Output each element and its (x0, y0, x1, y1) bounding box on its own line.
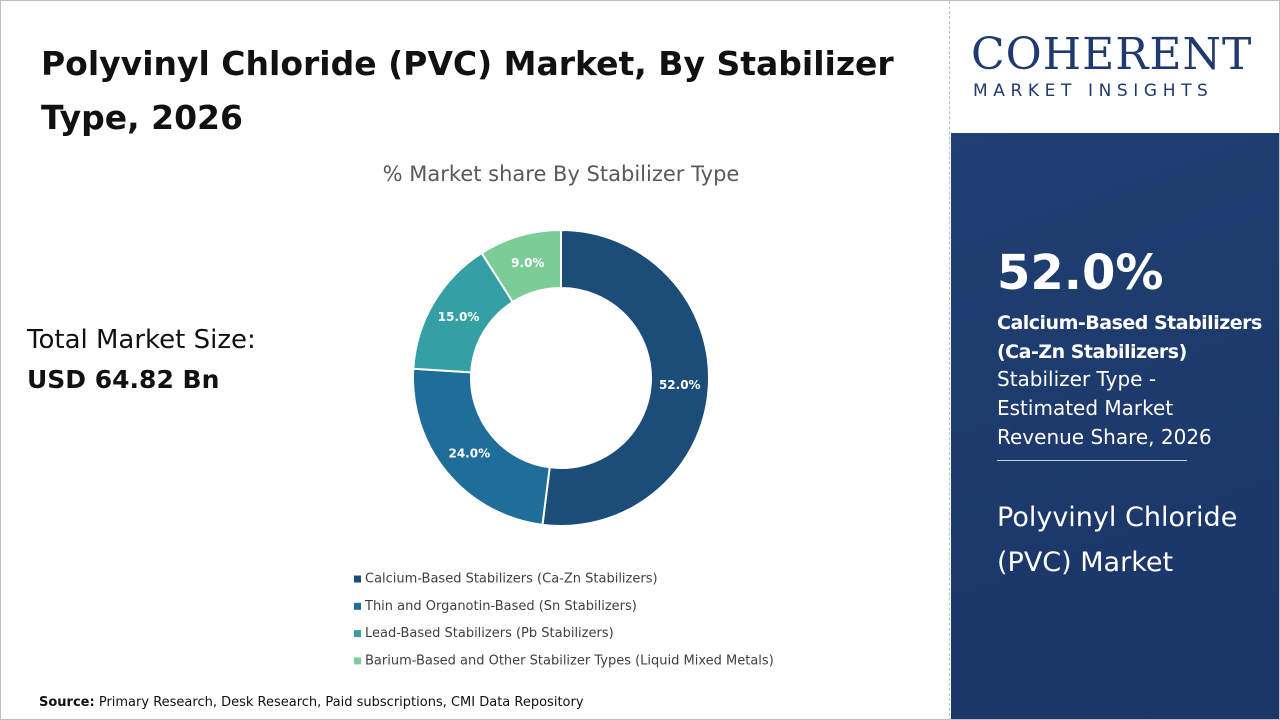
source-text: Primary Research, Desk Research, Paid su… (98, 695, 584, 710)
market-name: Polyvinyl Chloride (PVC) Market (997, 502, 1238, 578)
logo: COHERENT MARKET INSIGHTS (951, 1, 1279, 133)
legend-swatch (354, 575, 361, 583)
market-size-value: USD 64.82 Bn (27, 365, 220, 394)
legend-label: Calcium-Based Stabilizers (Ca-Zn Stabili… (365, 572, 658, 587)
slice (412, 367, 551, 526)
legend-swatch (354, 630, 361, 638)
highlight-segment: Calcium-Based Stabilizers (Ca-Zn Stabili… (997, 312, 1262, 363)
data-label: 9.0% (511, 256, 544, 270)
source: Source: Primary Research, Desk Research,… (39, 695, 584, 710)
market-size-label: Total Market Size: (27, 325, 256, 355)
data-label: 52.0% (659, 378, 701, 392)
logo-tagline: MARKET INSIGHTS (973, 81, 1214, 101)
logo-name: COHERENT (971, 29, 1253, 80)
page-title: Polyvinyl Chloride (PVC) Market, By Stab… (41, 44, 894, 137)
divider (949, 1, 950, 719)
legend-label: Thin and Organotin-Based (Sn Stabilizers… (364, 599, 637, 614)
legend-label: Barium-Based and Other Stabilizer Types … (365, 653, 774, 668)
source-label: Source: (39, 695, 95, 710)
legend-swatch (354, 602, 361, 610)
slice (541, 228, 710, 527)
chart: % Market share By Stabilizer Type 52.0% C… (354, 162, 774, 668)
highlight-description: Stabilizer Type - Estimated Market Reven… (997, 367, 1212, 449)
rule (997, 460, 1187, 461)
data-label: 24.0% (448, 446, 490, 460)
legend-swatch (354, 657, 361, 665)
sidebar: 52.0% Calcium-Based Stabilizers (Ca-Zn S… (951, 133, 1279, 719)
slice (480, 228, 562, 304)
data-label: 15.0% (438, 310, 480, 324)
legend-label: Lead-Based Stabilizers (Pb Stabilizers) (365, 626, 614, 641)
chart-title: % Market share By Stabilizer Type (383, 162, 740, 186)
highlight-value: 52.0% (997, 245, 1164, 301)
